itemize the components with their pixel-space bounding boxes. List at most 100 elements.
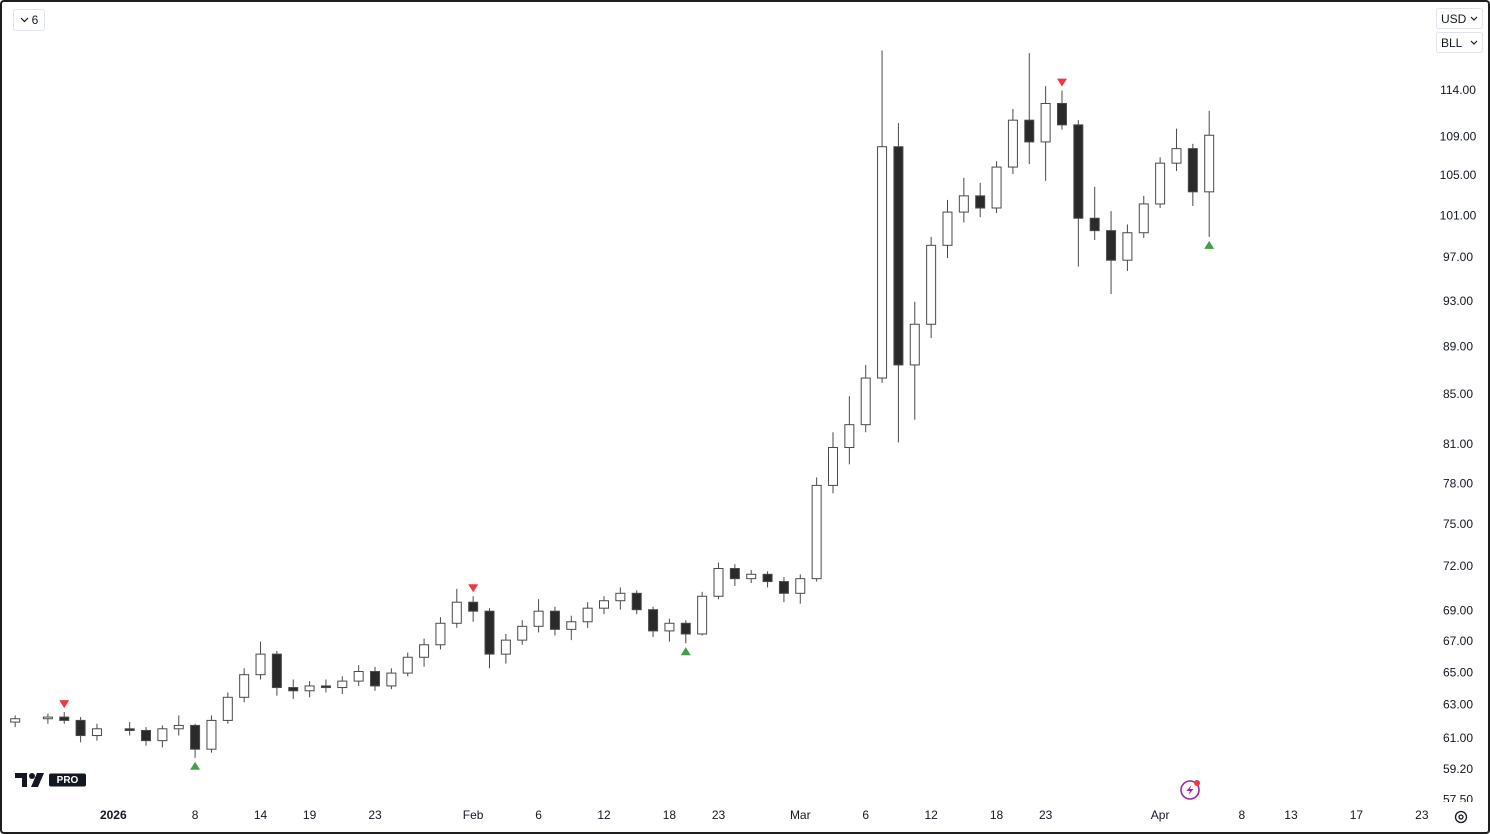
- candle-body: [435, 622, 446, 646]
- y-tick-label: 59.20: [1443, 762, 1473, 776]
- x-tick-label: 23: [368, 808, 382, 822]
- x-tick-label: 23: [1039, 808, 1053, 822]
- interval-button[interactable]: 6: [13, 9, 45, 31]
- candle-body: [549, 610, 560, 630]
- candle-body: [1138, 203, 1149, 234]
- sell-signal: [1056, 78, 1067, 87]
- candle-body: [680, 622, 691, 635]
- candle-body: [370, 670, 381, 687]
- candle-body: [582, 607, 593, 623]
- y-tick-label: 67.00: [1443, 634, 1473, 648]
- candle-body: [517, 625, 528, 641]
- chevron: [20, 17, 29, 23]
- currency-button[interactable]: USD: [1436, 8, 1483, 29]
- candle-body: [877, 146, 888, 379]
- buy-signal: [190, 761, 201, 770]
- candle-body: [419, 644, 430, 658]
- y-tick-label: 78.00: [1443, 476, 1473, 490]
- candle-body: [59, 716, 70, 721]
- x-axis: 2026 8 14 19 23 Feb 6 12 18 23 Mar 6 12 18 23 Apr 8 13 17 2…: [100, 808, 1429, 822]
- candle-body: [1040, 102, 1051, 143]
- settings-icon[interactable]: [1454, 810, 1468, 824]
- candle-body: [1024, 119, 1035, 143]
- candle-body: [484, 610, 495, 655]
- symbol-button[interactable]: BLL: [1436, 32, 1483, 53]
- x-tick-label: 18: [663, 808, 677, 822]
- currency: USD: [1441, 11, 1467, 26]
- y-axis: 57.50 59.20 61.00 63.00 65.00 67.00 69.00 72.00…: [1440, 83, 1477, 802]
- candle-body: [926, 244, 937, 325]
- x-tick-label: 6: [535, 808, 542, 822]
- candle-body: [1122, 232, 1133, 261]
- candle-body: [320, 685, 331, 689]
- y-tick-label: 114.00: [1440, 83, 1476, 97]
- logo-badge: PRO: [57, 775, 79, 786]
- candle-body: [173, 724, 184, 730]
- x-tick-label: 8: [1239, 808, 1246, 822]
- y-tick-label: 109.00: [1440, 129, 1477, 143]
- y-tick-label: 93.00: [1443, 294, 1473, 308]
- x-tick-label: Feb: [463, 808, 484, 822]
- candle-body: [599, 600, 610, 609]
- candle-body: [353, 670, 364, 682]
- y-tick-label: 105.00: [1440, 168, 1477, 182]
- candle-body: [697, 595, 708, 635]
- candle-body: [304, 685, 315, 692]
- y-tick-label: 101.00: [1440, 208, 1477, 222]
- x-tick-label: Mar: [790, 808, 811, 822]
- candle-body: [729, 568, 740, 580]
- y-tick-label: 97.00: [1443, 250, 1473, 264]
- x-tick-label: 2026: [100, 808, 127, 822]
- candle-body: [10, 718, 21, 723]
- x-tick-label: 23: [712, 808, 726, 822]
- y-tick-label: 61.00: [1443, 731, 1473, 745]
- candle-body: [893, 146, 904, 366]
- interval: 6: [31, 13, 39, 27]
- candle-body: [222, 696, 233, 721]
- candle-body: [239, 674, 250, 698]
- candle-body: [860, 377, 871, 426]
- chevron: [1470, 16, 1478, 21]
- y-tick-label: 75.00: [1443, 517, 1473, 531]
- x-tick-label: 19: [303, 808, 317, 822]
- candle-body: [75, 719, 86, 737]
- candle-body: [206, 719, 217, 750]
- candle-body: [991, 166, 1002, 209]
- candle-body: [1155, 162, 1166, 205]
- candle-body: [1187, 148, 1198, 193]
- x-tick-label: 14: [254, 808, 268, 822]
- y-tick-label: 81.00: [1443, 437, 1473, 451]
- candle-body: [827, 447, 838, 486]
- candle-body: [778, 581, 789, 594]
- candle-body: [1089, 217, 1100, 232]
- bolt-icon[interactable]: [1180, 780, 1200, 800]
- candle-body: [271, 653, 282, 689]
- candle-body: [746, 573, 757, 580]
- candle-body: [1106, 230, 1117, 261]
- candle-body: [631, 592, 642, 611]
- candle-body: [451, 601, 462, 624]
- sell-signal: [59, 700, 70, 709]
- x-tick-label: 18: [990, 808, 1004, 822]
- candle-body: [157, 728, 168, 742]
- candle-body: [124, 728, 135, 731]
- candle-body: [468, 601, 479, 612]
- candle-body: [648, 609, 659, 632]
- candle-body: [1073, 124, 1084, 219]
- x-tick-label: 13: [1284, 808, 1298, 822]
- candle-body: [386, 672, 397, 687]
- candle-body: [402, 656, 413, 674]
- x-tick-label: 6: [862, 808, 869, 822]
- buy-signal: [680, 647, 691, 656]
- candle-body: [958, 195, 969, 213]
- chevron: [1470, 40, 1478, 45]
- candle-body: [1204, 134, 1215, 193]
- candle-body: [909, 323, 920, 366]
- candle-body: [533, 610, 544, 627]
- candle-body: [42, 716, 53, 720]
- candle-body: [566, 621, 577, 630]
- tv-logo: PRO: [15, 773, 86, 787]
- candle-body: [762, 573, 773, 583]
- candle-body: [1056, 102, 1067, 126]
